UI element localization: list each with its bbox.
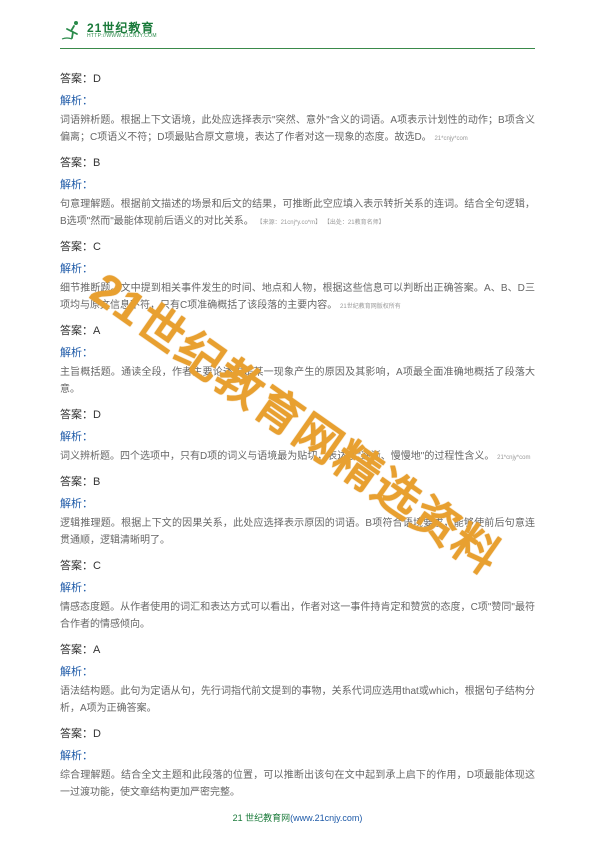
logo-runner-icon xyxy=(60,18,84,42)
analysis-body: 词义辨析题。四个选项中，只有D项的词义与语境最为贴切，表达了"逐渐、慢慢地"的过… xyxy=(60,448,535,465)
analysis-body: 句意理解题。根据前文描述的场景和后文的结果，可推断此空应填入表示转折关系的连词。… xyxy=(60,196,535,230)
answer-label: 答案：B xyxy=(60,473,535,489)
logo-sub-text: HTTP://WWW.21CNJY.COM xyxy=(87,34,157,39)
footer-url: (www.21cnjy.com) xyxy=(290,813,362,823)
qa-block: 答案：C 解析： 细节推断题。文中提到相关事件发生的时间、地点和人物，根据这些信… xyxy=(60,238,535,314)
analysis-label: 解析： xyxy=(60,579,535,595)
analysis-body: 细节推断题。文中提到相关事件发生的时间、地点和人物，根据这些信息可以判断出正确答… xyxy=(60,280,535,314)
analysis-body: 词语辨析题。根据上下文语境，此处应选择表示"突然、意外"含义的词语。A项表示计划… xyxy=(60,112,535,146)
inline-watermark: 【出处：21教育名师】 xyxy=(324,220,385,226)
analysis-label: 解析： xyxy=(60,663,535,679)
inline-watermark: 21*cnjy*com xyxy=(434,136,467,142)
inline-watermark: 【来源：21cnj*y.co*m】 xyxy=(257,220,322,226)
site-logo: 21世纪教育 HTTP://WWW.21CNJY.COM xyxy=(60,18,157,42)
answer-label: 答案：D xyxy=(60,725,535,741)
qa-block: 答案：B 解析： 逻辑推理题。根据上下文的因果关系，此处应选择表示原因的词语。B… xyxy=(60,473,535,549)
qa-block: 答案：D 解析： 词语辨析题。根据上下文语境，此处应选择表示"突然、意外"含义的… xyxy=(60,70,535,146)
answer-label: 答案：D xyxy=(60,406,535,422)
analysis-body: 主旨概括题。通读全段，作者主要论述的是某一现象产生的原因及其影响，A项最全面准确… xyxy=(60,364,535,398)
inline-watermark: 21世纪教育网版权所有 xyxy=(340,304,401,310)
page-footer: 21 世纪教育网(www.21cnjy.com) xyxy=(0,811,595,824)
answer-label: 答案：B xyxy=(60,154,535,170)
qa-block: 答案：D 解析： 综合理解题。结合全文主题和此段落的位置，可以推断出该句在文中起… xyxy=(60,725,535,801)
analysis-label: 解析： xyxy=(60,428,535,444)
logo-main-text: 21世纪教育 xyxy=(87,22,157,34)
analysis-body: 逻辑推理题。根据上下文的因果关系，此处应选择表示原因的词语。B项符合语境要求，能… xyxy=(60,515,535,549)
qa-block: 答案：A 解析： 主旨概括题。通读全段，作者主要论述的是某一现象产生的原因及其影… xyxy=(60,322,535,398)
header-divider xyxy=(60,48,535,49)
analysis-label: 解析： xyxy=(60,747,535,763)
qa-block: 答案：A 解析： 语法结构题。此句为定语从句，先行词指代前文提到的事物，关系代词… xyxy=(60,641,535,717)
qa-block: 答案：B 解析： 句意理解题。根据前文描述的场景和后文的结果，可推断此空应填入表… xyxy=(60,154,535,230)
answer-label: 答案：C xyxy=(60,238,535,254)
logo-text-block: 21世纪教育 HTTP://WWW.21CNJY.COM xyxy=(87,22,157,39)
analysis-label: 解析： xyxy=(60,92,535,108)
analysis-label: 解析： xyxy=(60,260,535,276)
answer-label: 答案：D xyxy=(60,70,535,86)
qa-block: 答案：D 解析： 词义辨析题。四个选项中，只有D项的词义与语境最为贴切，表达了"… xyxy=(60,406,535,465)
content-area: 答案：D 解析： 词语辨析题。根据上下文语境，此处应选择表示"突然、意外"含义的… xyxy=(60,70,535,809)
analysis-label: 解析： xyxy=(60,344,535,360)
analysis-label: 解析： xyxy=(60,495,535,511)
footer-text: 21 世纪教育网 xyxy=(233,813,291,823)
inline-watermark: 21*cnjy*com xyxy=(497,455,530,461)
analysis-body: 情感态度题。从作者使用的词汇和表达方式可以看出，作者对这一事件持肯定和赞赏的态度… xyxy=(60,599,535,633)
analysis-body: 语法结构题。此句为定语从句，先行词指代前文提到的事物，关系代词应选用that或w… xyxy=(60,683,535,717)
answer-label: 答案：A xyxy=(60,641,535,657)
analysis-label: 解析： xyxy=(60,176,535,192)
analysis-body: 综合理解题。结合全文主题和此段落的位置，可以推断出该句在文中起到承上启下的作用，… xyxy=(60,767,535,801)
qa-block: 答案：C 解析： 情感态度题。从作者使用的词汇和表达方式可以看出，作者对这一事件… xyxy=(60,557,535,633)
answer-label: 答案：A xyxy=(60,322,535,338)
answer-label: 答案：C xyxy=(60,557,535,573)
